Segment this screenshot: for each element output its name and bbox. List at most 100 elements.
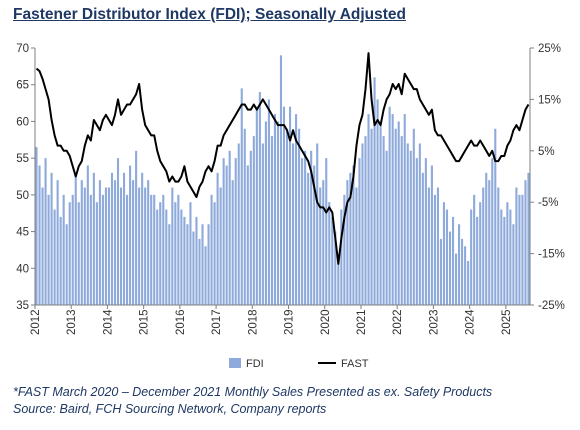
fdi-bar: [340, 209, 343, 305]
fdi-bar: [210, 194, 213, 305]
fdi-bar: [488, 180, 491, 305]
fdi-bar: [53, 209, 56, 305]
fdi-bar: [165, 209, 168, 305]
fdi-bar: [458, 224, 461, 305]
left-tick-label: 65: [16, 80, 29, 92]
fdi-bar: [186, 224, 189, 305]
x-tick-label: 2019: [284, 309, 296, 335]
x-tick-label: 2017: [211, 309, 223, 335]
fdi-bar: [307, 172, 310, 305]
fdi-bar: [162, 194, 165, 305]
fdi-bar: [470, 209, 473, 305]
fdi-bar: [421, 172, 424, 305]
fdi-bar: [403, 114, 406, 305]
legend-fdi-label: FDI: [246, 358, 264, 370]
fdi-bar: [74, 172, 77, 305]
fdi-bar: [159, 202, 162, 305]
fdi-bar: [445, 209, 449, 305]
fdi-bar: [138, 187, 141, 305]
fdi-bar: [518, 194, 521, 305]
fdi-bar: [147, 180, 150, 305]
fdi-bar: [464, 246, 467, 305]
fdi-bar: [418, 143, 421, 305]
fdi-bar: [367, 114, 370, 305]
fdi-bar: [467, 260, 470, 305]
fdi-bar: [524, 180, 527, 305]
fdi-bar: [240, 88, 243, 305]
legend-fdi-swatch: [229, 358, 241, 368]
fdi-bar: [59, 216, 62, 305]
fdi-bar: [168, 224, 171, 305]
fdi-bar: [301, 158, 304, 305]
fdi-bar: [101, 194, 104, 305]
fdi-bar: [319, 187, 322, 305]
fdi-bar: [44, 158, 47, 305]
fdi-bar: [473, 194, 476, 305]
fdi-bar: [433, 194, 436, 305]
fdi-bars: [35, 55, 530, 306]
fdi-bar: [397, 121, 400, 306]
fdi-bar: [379, 121, 382, 306]
fdi-bar: [373, 77, 376, 306]
fdi-bar: [129, 165, 132, 305]
fdi-bar: [95, 202, 98, 305]
fdi-bar: [515, 187, 518, 305]
x-tick-label: 2021: [356, 309, 368, 335]
fdi-bar: [252, 136, 255, 305]
fdi-bar: [503, 216, 506, 305]
fdi-bar: [231, 180, 234, 305]
fdi-bar: [334, 231, 337, 305]
fdi-bar: [424, 158, 427, 305]
x-tick-label: 2024: [465, 309, 477, 335]
fdi-bar: [255, 106, 258, 306]
fdi-bar: [448, 231, 452, 305]
fdi-bar: [298, 128, 301, 305]
fdi-bar: [65, 224, 68, 305]
fdi-bar: [512, 224, 515, 305]
x-tick-label: 2016: [175, 309, 187, 335]
fdi-bar: [35, 147, 38, 305]
fdi-bar: [50, 172, 53, 305]
fdi-bar: [47, 194, 50, 305]
fdi-bar: [86, 165, 89, 305]
fdi-bar: [204, 246, 207, 305]
fdi-bar: [270, 136, 273, 305]
x-tick-label: 2013: [66, 309, 78, 335]
fdi-bar: [228, 150, 231, 305]
fdi-bar: [68, 202, 71, 305]
fdi-bar: [261, 143, 264, 305]
fdi-bar: [391, 114, 394, 305]
fdi-bar: [343, 194, 346, 305]
fdi-bar: [346, 180, 349, 305]
fdi-bar: [92, 172, 95, 305]
fdi-bar: [207, 224, 210, 305]
fdi-bar: [370, 128, 373, 305]
fdi-bar: [246, 165, 249, 305]
x-axis-ticks: 2012 2013 2014 2015 2016 2017 2018 2019 2020 2021…: [30, 305, 513, 335]
fdi-bar: [243, 128, 246, 305]
right-tick-label: 5%: [538, 146, 555, 158]
fdi-bar: [479, 202, 482, 305]
fdi-bar: [77, 202, 80, 305]
fdi-bar: [394, 128, 397, 305]
fdi-bar: [89, 194, 92, 305]
x-tick-label: 2022: [392, 309, 404, 335]
legend-fast-label: FAST: [341, 358, 369, 370]
fdi-bar: [331, 216, 334, 305]
fdi-bar: [325, 158, 328, 305]
fdi-bar: [376, 99, 379, 306]
fdi-bar: [119, 187, 123, 305]
right-tick-label: 25%: [538, 43, 561, 55]
right-tick-label: 15%: [538, 94, 561, 106]
fdi-bar: [415, 158, 418, 305]
fdi-bar: [267, 99, 270, 306]
right-tick-label: -15%: [538, 249, 565, 261]
left-tick-label: 45: [16, 227, 29, 239]
fdi-bar: [412, 128, 415, 305]
x-tick-label: 2012: [30, 309, 42, 335]
fdi-bar: [436, 187, 439, 305]
fdi-bar: [316, 143, 319, 305]
fdi-bar: [521, 194, 524, 305]
fdi-bar: [225, 165, 228, 305]
right-tick-label: -5%: [538, 197, 558, 209]
